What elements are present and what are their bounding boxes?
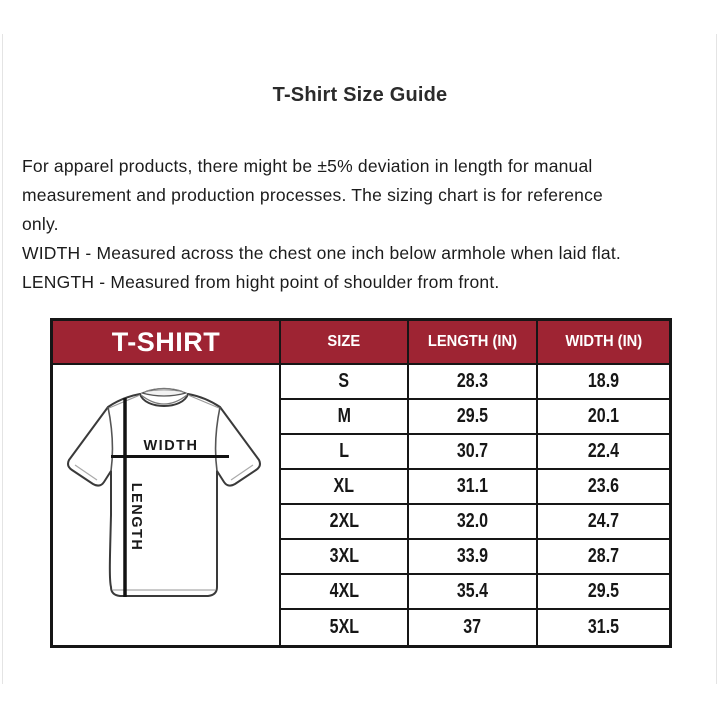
page-title: T-Shirt Size Guide bbox=[272, 84, 448, 106]
description: For apparel products, there might be ±5%… bbox=[22, 152, 692, 297]
description-line: LENGTH - Measured from hight point of sh… bbox=[22, 272, 500, 292]
width-value-cell: 29.5 bbox=[587, 580, 620, 602]
collar-rib-line bbox=[140, 394, 188, 405]
table-row: L 30.7 22.4 bbox=[281, 435, 669, 470]
length-value-cell: 33.9 bbox=[409, 540, 538, 573]
length-value-cell: 30.7 bbox=[409, 435, 538, 468]
table-row: 2XL 32.0 24.7 bbox=[281, 505, 669, 540]
sleeve-stitching bbox=[74, 464, 254, 481]
width-value-cell: 28.7 bbox=[587, 545, 620, 567]
size-cell: 4XL bbox=[281, 575, 409, 608]
length-value-cell: 28.3 bbox=[409, 365, 538, 398]
length-value-cell: 32.0 bbox=[409, 505, 538, 538]
product-label: T-SHIRT bbox=[111, 326, 221, 357]
length-value-cell: 31.1 bbox=[409, 470, 538, 503]
page-left-edge bbox=[2, 34, 3, 684]
product-column: T-SHIRT bbox=[53, 321, 281, 645]
page-right-edge bbox=[716, 34, 717, 684]
table-row: 3XL 33.9 28.7 bbox=[281, 540, 669, 575]
width-value-cell: 31.5 bbox=[587, 616, 620, 638]
size-cell: 2XL bbox=[281, 505, 409, 538]
length-value-cell: 37 bbox=[409, 610, 538, 645]
size-table-body: S 28.3 18.9 M 29.5 20.1 L 30.7 22.4 XL 3… bbox=[281, 365, 669, 645]
size-chart-table: T-SHIRT bbox=[50, 318, 672, 648]
width-label: WIDTH bbox=[143, 438, 198, 454]
product-header-cell: T-SHIRT bbox=[53, 321, 279, 365]
description-line: measurement and production processes. Th… bbox=[22, 185, 603, 205]
measurement-columns: SIZE LENGTH (IN) WIDTH (IN) S 28.3 18.9 … bbox=[281, 321, 669, 645]
table-row: S 28.3 18.9 bbox=[281, 365, 669, 400]
tshirt-illustration: WIDTH LENGTH bbox=[67, 387, 261, 597]
sleeve-seams bbox=[107, 406, 221, 472]
collar-ribbing bbox=[143, 387, 185, 393]
table-row: 4XL 35.4 29.5 bbox=[281, 575, 669, 610]
length-label: LENGTH bbox=[128, 483, 144, 552]
table-row: 5XL 37 31.5 bbox=[281, 610, 669, 645]
table-header-row: SIZE LENGTH (IN) WIDTH (IN) bbox=[281, 321, 669, 365]
size-cell: L bbox=[281, 435, 409, 468]
size-cell: 3XL bbox=[281, 540, 409, 573]
width-value-cell: 20.1 bbox=[587, 405, 620, 427]
table-row: M 29.5 20.1 bbox=[281, 400, 669, 435]
width-column-header: WIDTH (IN) bbox=[565, 333, 642, 350]
size-column-header: SIZE bbox=[281, 321, 409, 363]
width-value-cell: 22.4 bbox=[587, 440, 620, 462]
length-column-header: LENGTH (IN) bbox=[409, 321, 538, 363]
tshirt-illustration-cell: WIDTH LENGTH bbox=[53, 365, 279, 645]
tshirt-outline bbox=[67, 393, 261, 597]
description-line: For apparel products, there might be ±5%… bbox=[22, 156, 593, 176]
description-line: WIDTH - Measured across the chest one in… bbox=[22, 243, 621, 263]
size-cell: XL bbox=[281, 470, 409, 503]
width-value-cell: 23.6 bbox=[587, 475, 620, 497]
size-cell: 5XL bbox=[281, 610, 409, 645]
width-value-cell: 18.9 bbox=[587, 370, 620, 392]
size-cell: S bbox=[281, 365, 409, 398]
width-value-cell: 24.7 bbox=[587, 510, 620, 532]
length-value-cell: 29.5 bbox=[409, 400, 538, 433]
description-line: only. bbox=[22, 214, 59, 234]
size-cell: M bbox=[281, 400, 409, 433]
table-row: XL 31.1 23.6 bbox=[281, 470, 669, 505]
length-value-cell: 35.4 bbox=[409, 575, 538, 608]
